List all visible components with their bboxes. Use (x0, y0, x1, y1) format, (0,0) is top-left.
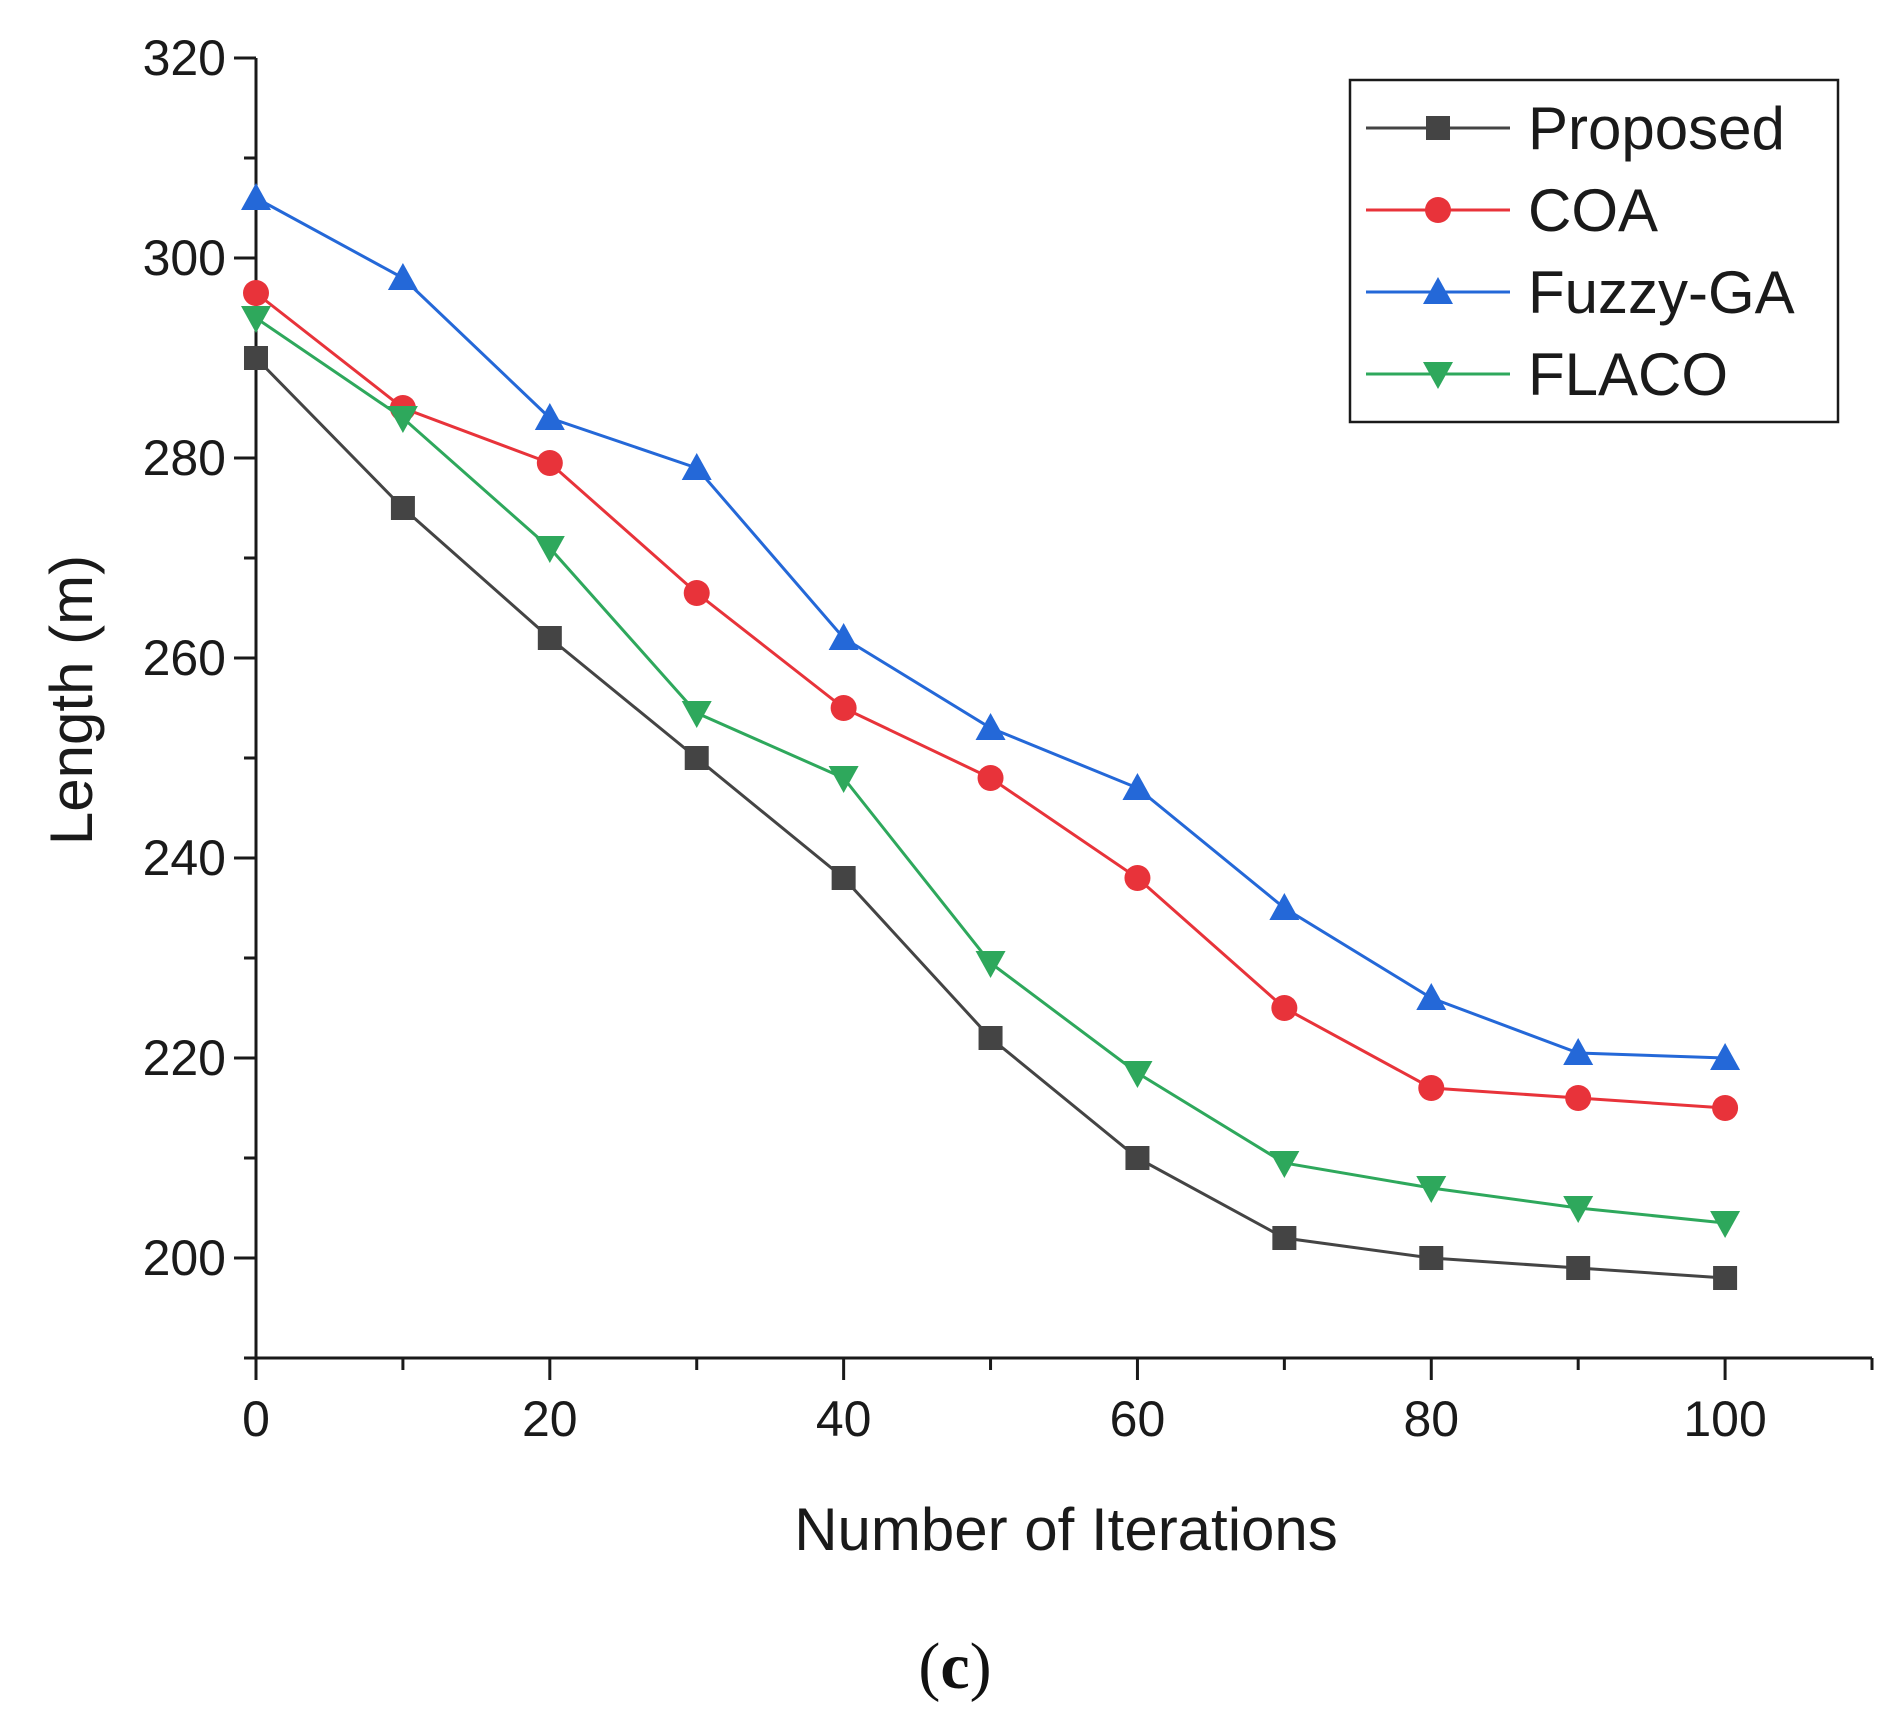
data-point-fuzzy-ga (681, 453, 712, 480)
data-point-coa (977, 765, 1004, 791)
data-point-fuzzy-ga (1416, 983, 1447, 1010)
data-point-flaco (241, 306, 271, 333)
x-tick-label: 40 (816, 1391, 872, 1447)
data-point-proposed (244, 346, 268, 370)
data-point-flaco (1416, 1176, 1447, 1203)
data-point-proposed (831, 866, 856, 890)
legend-label-fuzzy-ga: Fuzzy-GA (1528, 259, 1795, 326)
data-point-fuzzy-ga (975, 713, 1006, 740)
data-point-proposed (537, 626, 562, 650)
data-point-coa (1124, 865, 1151, 891)
legend-entry-flaco: FLACO (1366, 341, 1728, 408)
series-flaco (241, 306, 1741, 1238)
legend-entry-fuzzy-ga: Fuzzy-GA (1366, 259, 1795, 326)
data-point-proposed (684, 746, 709, 770)
series-proposed (244, 346, 1738, 1290)
legend-entry-proposed: Proposed (1366, 95, 1785, 162)
data-point-coa (683, 580, 710, 606)
data-point-coa (243, 280, 269, 306)
data-point-coa (1712, 1095, 1739, 1121)
series-fuzzy-ga (241, 183, 1741, 1070)
data-point-proposed (1419, 1246, 1444, 1270)
data-point-flaco (534, 536, 565, 563)
data-point-flaco (1710, 1211, 1741, 1238)
series-coa (243, 280, 1739, 1121)
y-tick-label: 320 (143, 30, 226, 86)
y-tick-label: 300 (143, 230, 226, 286)
data-point-flaco (387, 406, 418, 433)
data-point-fuzzy-ga (534, 403, 565, 430)
data-point-fuzzy-ga (241, 183, 271, 210)
data-point-proposed (390, 496, 415, 520)
data-point-proposed (1272, 1226, 1297, 1250)
data-point-fuzzy-ga (828, 623, 859, 650)
series-line-proposed (254, 356, 1726, 1280)
data-point-fuzzy-ga (1122, 773, 1153, 800)
legend-marker-coa (1425, 197, 1451, 223)
data-point-fuzzy-ga (1269, 893, 1300, 920)
x-tick-label: 100 (1683, 1391, 1766, 1447)
x-tick-label: 0 (242, 1391, 270, 1447)
data-point-proposed (1713, 1266, 1738, 1290)
y-axis-title: Length (m) (38, 555, 105, 845)
data-point-proposed (1125, 1146, 1150, 1170)
legend: Proposed COA Fuzzy-GA FLACO (1348, 78, 1840, 424)
y-tick-label: 240 (143, 830, 226, 886)
data-point-flaco (1269, 1151, 1300, 1178)
legend-marker-flaco (1423, 362, 1453, 389)
legend-label-flaco: FLACO (1528, 341, 1728, 408)
y-tick-label: 280 (143, 430, 226, 486)
axes: 200 220 240 260 280 300 320 0 20 40 60 80 100 (143, 30, 1874, 1447)
caption-letter: c (940, 1630, 969, 1703)
caption-close-paren: ) (970, 1630, 992, 1703)
x-tick-label: 80 (1403, 1391, 1459, 1447)
y-tick-label: 260 (143, 630, 226, 686)
legend-entry-coa: COA (1366, 177, 1658, 244)
x-tick-label: 20 (522, 1391, 578, 1447)
x-axis-title: Number of Iterations (794, 1496, 1338, 1563)
legend-label-coa: COA (1528, 177, 1658, 244)
y-tick-label: 220 (143, 1030, 226, 1086)
figure-caption: (c) (918, 1630, 991, 1703)
x-tick-label: 60 (1110, 1391, 1166, 1447)
data-point-fuzzy-ga (387, 263, 418, 290)
data-point-coa (1418, 1075, 1445, 1101)
data-point-flaco (1563, 1196, 1594, 1223)
legend-marker-fuzzy-ga (1423, 277, 1453, 304)
data-point-fuzzy-ga (1710, 1043, 1741, 1070)
data-point-coa (830, 695, 857, 721)
data-point-flaco (828, 766, 859, 793)
y-tick-label: 200 (143, 1230, 226, 1286)
legend-label-proposed: Proposed (1528, 95, 1785, 162)
data-point-flaco (975, 951, 1006, 978)
data-point-fuzzy-ga (1563, 1038, 1594, 1065)
data-point-proposed (1566, 1256, 1591, 1280)
caption-open-paren: ( (918, 1630, 940, 1703)
data-point-coa (1271, 995, 1298, 1021)
data-point-flaco (1122, 1061, 1153, 1088)
data-point-proposed (978, 1026, 1003, 1050)
data-point-coa (1565, 1085, 1592, 1111)
data-point-flaco (681, 701, 712, 728)
legend-marker-proposed (1426, 116, 1450, 140)
data-point-coa (536, 450, 563, 476)
series-layer (241, 183, 1741, 1290)
